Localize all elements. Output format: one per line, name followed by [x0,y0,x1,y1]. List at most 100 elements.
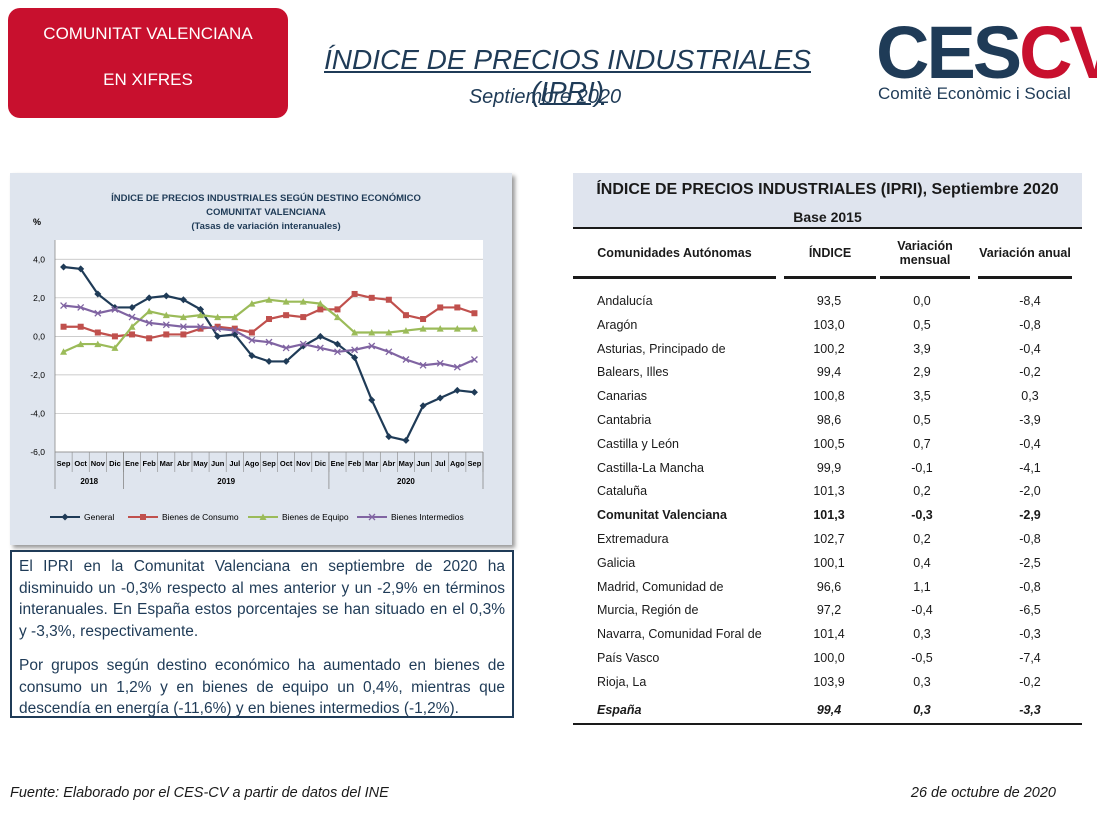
marker [60,323,67,330]
table-cell: 100,0 [813,651,845,665]
table-cell: España [597,703,642,717]
marker [179,323,187,331]
marker [259,513,267,520]
marker [94,290,102,298]
marker [385,433,393,441]
table-cell: Castilla y León [597,436,679,451]
x-tick-label: May [399,459,414,468]
table-cell: Balears, Illes [597,365,669,380]
x-tick-label: Feb [142,459,156,468]
table-cell: -0,8 [1019,532,1041,546]
marker [111,305,119,313]
marker [128,303,136,311]
legend-label: Bienes de Equipo [282,512,349,522]
marker [60,348,68,355]
marker [351,354,359,362]
marker [402,436,410,444]
table-cell: 96,6 [816,579,842,594]
table-cell: 101,3 [813,484,845,499]
marker [197,305,205,313]
marker [419,325,427,332]
table-cell: 0,5 [913,413,931,427]
table-cell: 3,9 [913,341,931,356]
column-header: Variación anual [978,230,1072,279]
date: 26 de octubre de 2020 [910,785,1056,801]
marker [111,333,118,340]
table-cell: 0,2 [913,484,931,499]
table-cell: 101,4 [813,627,845,642]
table-cell: Cantabria [597,413,652,427]
table-cell: 0,7 [913,436,931,451]
table-cell: -2,9 [1019,508,1041,523]
marker [351,346,359,354]
marker [317,306,324,313]
table-cell: 0,2 [913,532,931,546]
table-cell: Rioja, La [597,674,647,689]
y-tick-label: 0,0 [33,331,45,341]
x-tick-label: Jun [416,459,430,468]
marker [163,331,170,338]
table-cell: Cataluña [597,484,648,499]
marker [77,265,85,273]
marker [368,396,376,404]
marker [162,321,170,329]
marker [145,294,153,302]
marker [436,359,444,367]
marker [60,302,68,309]
table-cell: -0,4 [1019,341,1041,356]
table-cell: 100,1 [813,555,845,570]
column-header: Variación mensual [880,230,970,279]
marker [282,344,290,352]
table-cell: 2,9 [913,365,931,380]
marker [179,296,187,304]
legend-label: General [84,512,114,522]
year-label: 2019 [217,477,235,486]
marker [77,340,85,348]
marker [145,319,153,327]
marker [470,388,478,396]
marker [454,304,461,311]
table-cell: -2,5 [1019,555,1041,570]
marker [299,340,307,348]
marker [453,386,461,394]
x-tick-label: Jul [435,459,446,468]
marker [214,325,222,333]
table-cell: Extremadura [597,532,669,546]
marker [419,361,427,369]
table-cell: Madrid, Comunidad de [597,579,724,594]
marker [231,313,239,321]
y-tick-label: -2,0 [30,370,45,380]
marker [368,329,376,336]
marker [316,344,324,352]
table-cell: 0,3 [913,627,931,642]
marker [197,325,204,332]
y-tick-label: -6,0 [30,447,45,457]
table-cell: -0,8 [1019,579,1041,594]
table-cell: 93,5 [816,294,842,308]
x-tick-label: Abr [382,459,395,468]
marker [385,296,392,303]
marker [94,309,102,317]
table-cell: -8,4 [1019,294,1041,308]
column-header: Comunidades Autónomas [573,230,776,279]
table-cell: Navarra, Comunidad Foral de [597,627,762,642]
y-tick-label: 4,0 [33,254,45,264]
marker [214,323,221,330]
summary-text: El IPRI en la Comunitat Valenciana en se… [10,550,514,718]
marker [111,344,119,351]
marker [231,327,239,335]
marker [162,311,170,319]
table-cell: 100,5 [813,436,845,451]
marker [402,327,410,334]
table-cell: 0,0 [913,294,931,308]
badge-line: EN XIFRES [103,70,193,89]
marker [266,316,272,323]
table-cell: 0,3 [913,703,931,717]
table-cell: -7,4 [1019,651,1041,665]
marker [385,348,393,356]
x-tick-label: Sep [57,459,71,468]
marker [197,323,204,331]
marker [61,513,69,521]
year-label: 2018 [80,477,98,486]
page-subtitle: Septiembre 2020 [468,86,622,108]
